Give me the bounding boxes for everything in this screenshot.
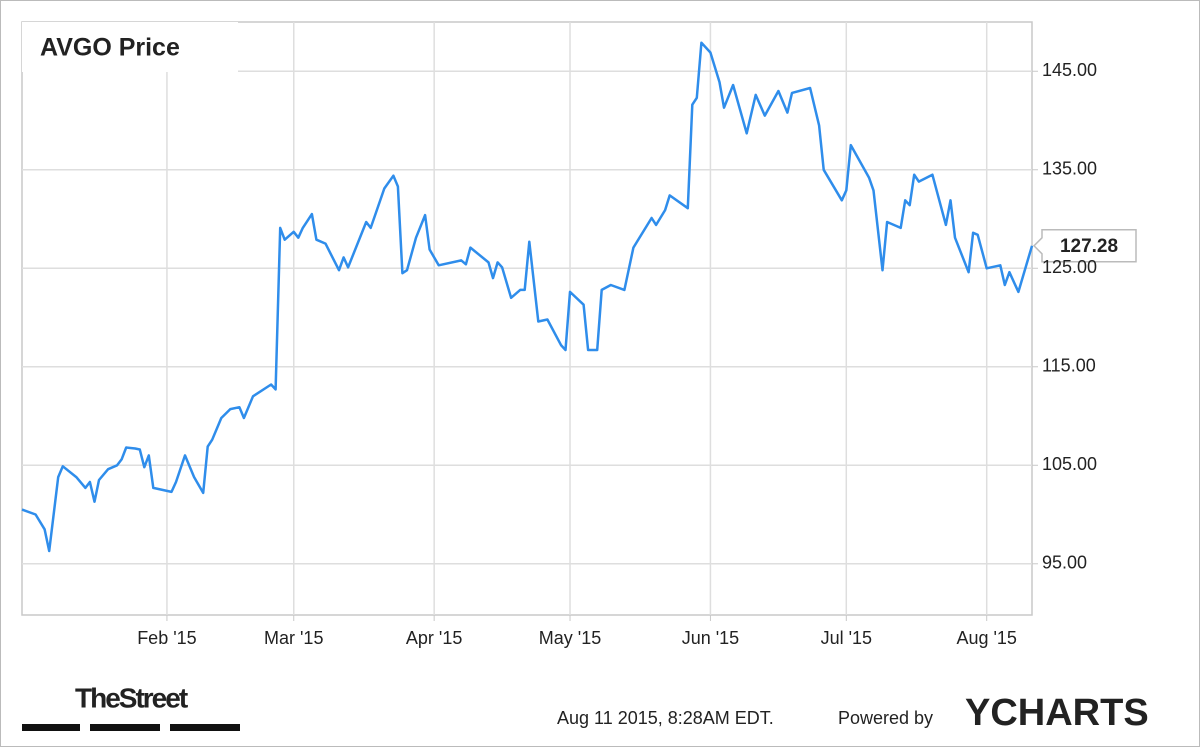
chart-title: AVGO Price — [40, 34, 180, 62]
brand: YCHARTS — [965, 692, 1149, 734]
plot-area — [21, 21, 1033, 616]
y-tick-label: 115.00 — [1042, 356, 1096, 376]
y-tick-label: 145.00 — [1042, 60, 1097, 80]
logo-bar — [170, 724, 240, 731]
x-tick-label: May '15 — [539, 628, 601, 648]
y-tick-label: 105.00 — [1042, 454, 1097, 474]
x-tick-label: Apr '15 — [406, 628, 462, 648]
timestamp: Aug 11 2015, 8:28AM EDT. — [557, 708, 774, 728]
y-tick-label: 135.00 — [1042, 159, 1097, 179]
x-tick-label: Jul '15 — [821, 628, 872, 648]
x-tick-label: Jun '15 — [682, 628, 739, 648]
x-tick-label: Feb '15 — [137, 628, 196, 648]
marks: 127.28 — [21, 41, 1137, 553]
price-line — [21, 41, 1034, 553]
logo: TheStreet — [75, 682, 188, 713]
logo-bar — [90, 724, 160, 731]
last-value-label: 127.28 — [1060, 236, 1118, 257]
powered-by: Powered by — [838, 708, 933, 728]
y-tick-label: 95.00 — [1042, 553, 1087, 573]
x-tick-label: Mar '15 — [264, 628, 323, 648]
grid — [22, 22, 1038, 621]
logo-bar — [22, 724, 80, 731]
y-tick-label: 125.00 — [1042, 257, 1097, 277]
title-box — [22, 22, 238, 72]
last-value-callout — [1032, 229, 1137, 263]
x-tick-label: Aug '15 — [956, 628, 1017, 648]
